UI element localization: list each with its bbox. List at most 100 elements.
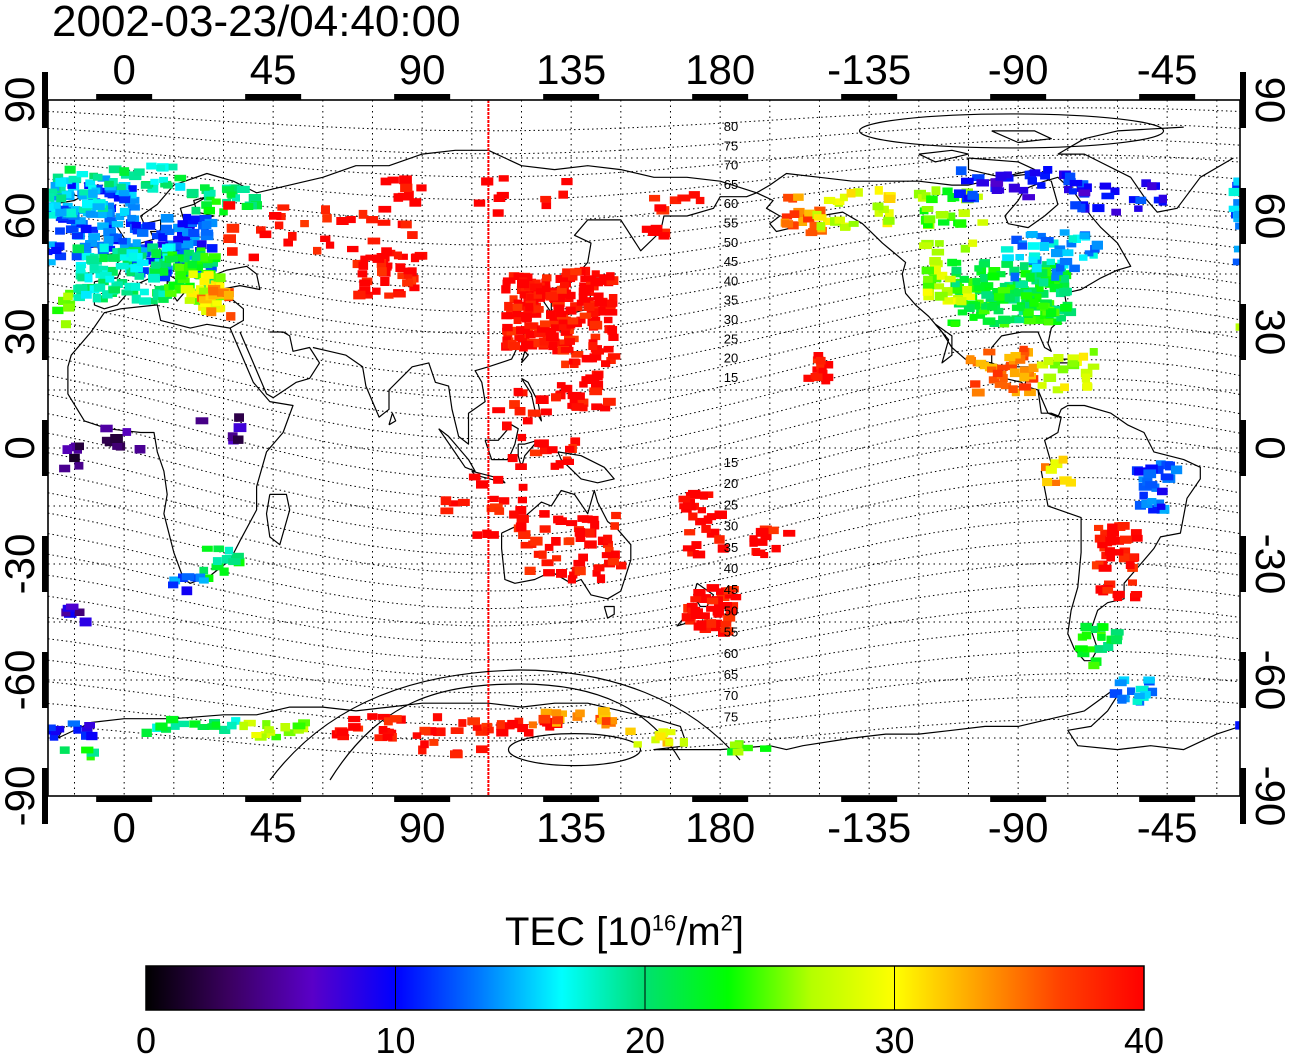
tec-cell bbox=[607, 353, 621, 360]
tec-cell bbox=[583, 302, 595, 311]
tec-cell bbox=[213, 545, 225, 553]
tec-cell bbox=[1068, 188, 1077, 195]
tec-cell bbox=[1153, 499, 1165, 507]
tec-cell bbox=[803, 374, 815, 382]
tec-cell bbox=[606, 300, 617, 308]
frame-ticks bbox=[42, 72, 1246, 824]
tec-cell bbox=[972, 277, 981, 286]
tec-cell bbox=[48, 241, 57, 248]
tec-cell bbox=[507, 454, 518, 463]
tec-cell bbox=[1014, 316, 1025, 324]
tec-cell bbox=[1035, 283, 1044, 292]
left-latitude-labels: 90 60 30 0 -30 -60 -90 bbox=[0, 77, 43, 827]
tec-cell bbox=[84, 722, 95, 729]
frame-tick-right bbox=[1240, 536, 1246, 592]
tec-cell bbox=[170, 578, 181, 585]
tec-cell bbox=[1037, 382, 1047, 389]
tec-cell bbox=[164, 290, 177, 297]
contour-label: 50 bbox=[724, 603, 738, 618]
tec-cell bbox=[198, 303, 208, 311]
tec-cell bbox=[383, 717, 393, 726]
contour-line bbox=[48, 583, 1240, 661]
tec-cell bbox=[219, 208, 228, 216]
tec-observation-cells bbox=[48, 162, 1240, 761]
tec-cell bbox=[60, 320, 71, 329]
tec-cell bbox=[191, 206, 201, 215]
tec-cell bbox=[336, 217, 349, 225]
tec-cell bbox=[679, 503, 691, 510]
tec-cell bbox=[198, 577, 209, 584]
tec-cell bbox=[1157, 487, 1168, 496]
tec-cell bbox=[524, 322, 538, 329]
tec-cell bbox=[193, 263, 203, 271]
bottom-longitude-labels: 0 45 90 135 180 -135 -90 -45 bbox=[112, 804, 1197, 851]
tec-cell bbox=[846, 189, 856, 198]
tec-cell bbox=[158, 233, 168, 242]
tec-cell bbox=[489, 495, 499, 502]
tec-cell bbox=[525, 303, 534, 312]
tec-cell bbox=[450, 727, 464, 734]
tec-cell bbox=[1001, 260, 1014, 268]
tec-cell bbox=[944, 297, 954, 304]
tec-cell bbox=[429, 738, 439, 746]
lat-label-left: 60 bbox=[0, 193, 43, 240]
tec-cell bbox=[1147, 687, 1158, 697]
tec-cell bbox=[211, 721, 220, 728]
tec-cell bbox=[118, 253, 132, 261]
tec-cell bbox=[1130, 591, 1143, 598]
tec-cell bbox=[359, 286, 371, 295]
tec-cell bbox=[1143, 469, 1157, 479]
tec-cell bbox=[974, 265, 983, 272]
tec-cell bbox=[188, 228, 200, 237]
tec-cell bbox=[52, 306, 64, 315]
frame-tick-right bbox=[1240, 72, 1246, 128]
tec-cell bbox=[588, 342, 598, 350]
tec-cell bbox=[1114, 679, 1127, 687]
tec-cell bbox=[586, 308, 599, 317]
tec-cell bbox=[211, 563, 224, 571]
tec-cell bbox=[142, 222, 156, 230]
frame-tick-right bbox=[1240, 652, 1246, 708]
tec-cell bbox=[393, 251, 402, 260]
tec-cell bbox=[581, 376, 593, 384]
tec-cell bbox=[1094, 524, 1104, 531]
tec-cell bbox=[147, 243, 159, 252]
tec-cell bbox=[1019, 262, 1029, 271]
tec-cell bbox=[1094, 534, 1107, 543]
contour-label: 65 bbox=[724, 667, 738, 682]
tec-cell bbox=[381, 262, 393, 269]
tec-cell bbox=[397, 272, 407, 280]
tec-cell bbox=[553, 304, 565, 313]
tec-cell bbox=[720, 624, 729, 633]
tec-cell bbox=[381, 247, 392, 256]
tec-cell bbox=[97, 222, 109, 230]
tec-cell bbox=[97, 209, 107, 219]
tec-cell bbox=[346, 216, 356, 224]
tec-cell bbox=[1171, 465, 1183, 475]
tec-cell bbox=[66, 217, 79, 224]
tec-cell bbox=[803, 214, 815, 223]
tec-cell bbox=[1057, 365, 1069, 374]
tec-cell bbox=[229, 184, 240, 192]
tec-cell bbox=[201, 201, 212, 209]
tec-cell bbox=[1091, 625, 1100, 633]
tec-cell bbox=[97, 187, 110, 195]
tec-cell bbox=[1091, 561, 1104, 570]
colorbar-title-end: ] bbox=[732, 910, 745, 954]
tec-cell bbox=[1101, 192, 1115, 200]
tec-cell bbox=[501, 285, 511, 294]
colorbar-tick-label: 30 bbox=[874, 1020, 914, 1057]
tec-cell bbox=[1018, 186, 1029, 194]
contour-label: 25 bbox=[724, 497, 738, 512]
tec-cell bbox=[321, 205, 330, 215]
tec-cell bbox=[816, 222, 825, 231]
tec-cell bbox=[200, 232, 214, 241]
tec-cell bbox=[872, 202, 884, 211]
tec-cell bbox=[840, 224, 851, 231]
tec-cell bbox=[1065, 478, 1076, 487]
tec-cell bbox=[472, 724, 482, 731]
lon-label-bottom: -90 bbox=[988, 804, 1049, 851]
tec-cell bbox=[560, 346, 574, 353]
tec-cell bbox=[127, 191, 137, 199]
